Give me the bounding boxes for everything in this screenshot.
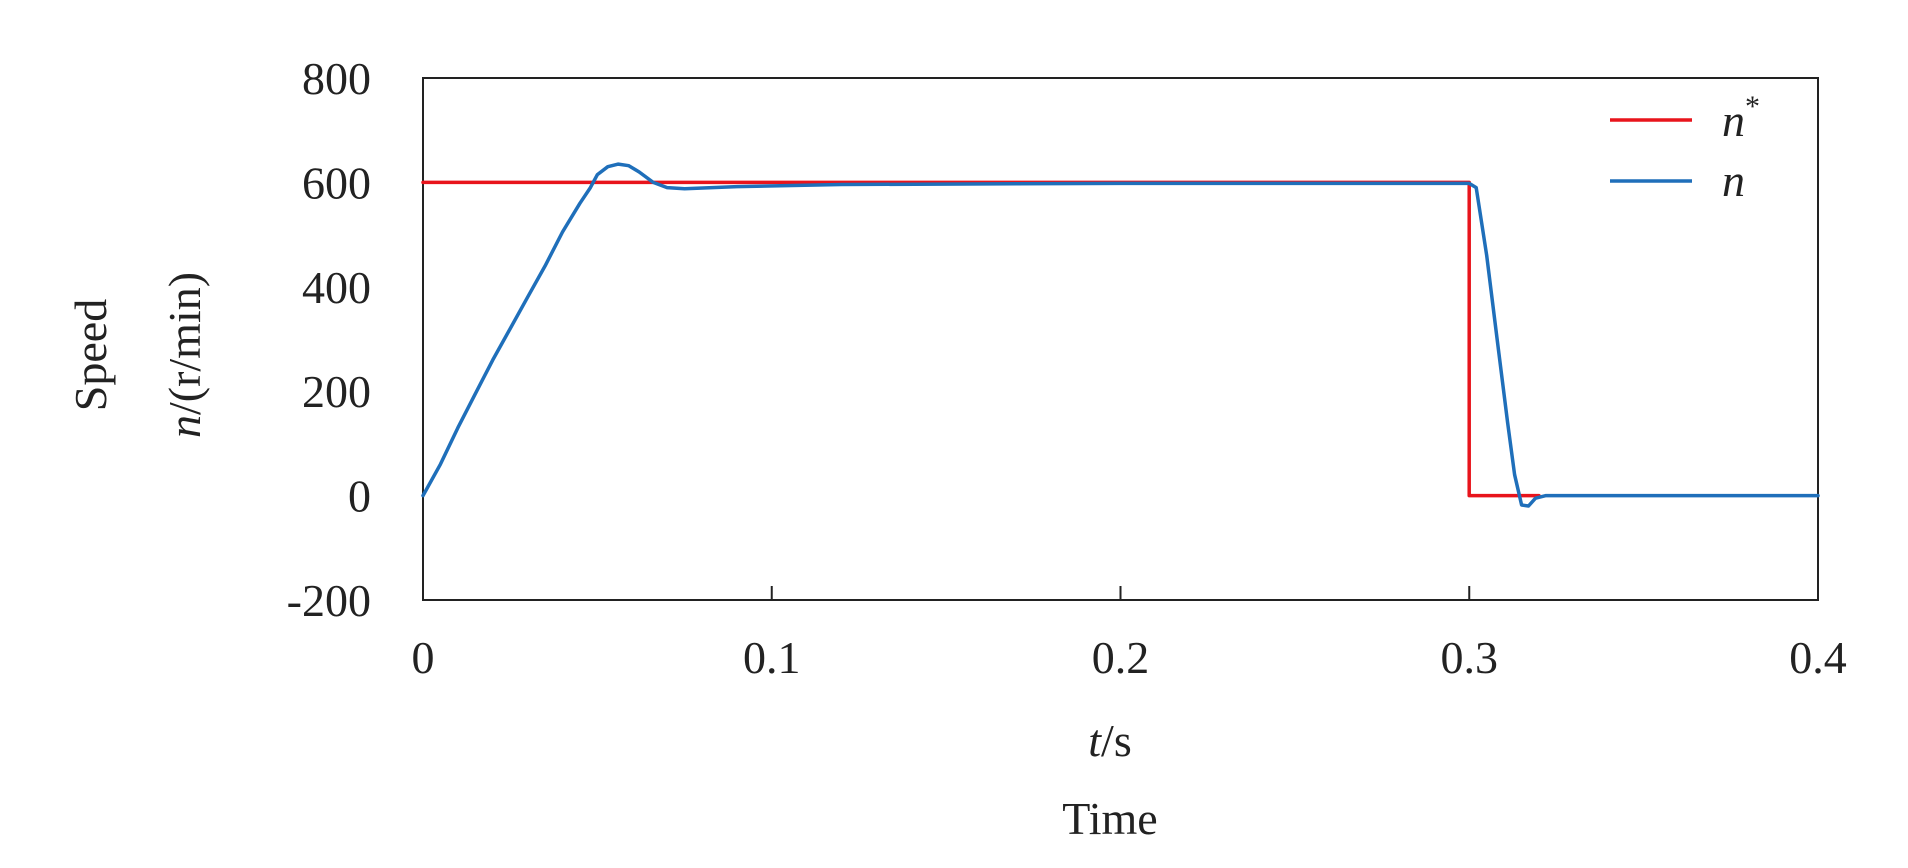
x-axis-name: Time xyxy=(1062,793,1157,844)
x-axis-title: t/s xyxy=(1088,715,1131,766)
y-axis-name: Speed xyxy=(65,299,116,411)
legend-label-reference: n* xyxy=(1722,90,1760,146)
legend-reference-name: n xyxy=(1722,95,1745,146)
y-tick-label: -200 xyxy=(287,575,371,626)
x-tick-label: 0.3 xyxy=(1441,632,1499,683)
x-axis: 0 0.1 0.2 0.3 0.4 xyxy=(412,586,1847,683)
x-axis-variable: t xyxy=(1088,715,1102,766)
y-axis-unit: /(r/min) xyxy=(159,272,210,415)
series-line-reference xyxy=(421,180,1541,498)
y-axis: 800 600 400 200 0 -200 xyxy=(287,53,371,626)
x-tick-label: 0 xyxy=(412,632,435,683)
y-tick-label: 800 xyxy=(302,53,371,104)
legend-reference-superscript: * xyxy=(1745,90,1760,123)
x-tick-label: 0.1 xyxy=(743,632,801,683)
plot-border xyxy=(422,77,1819,601)
legend: n* n xyxy=(1610,90,1760,206)
y-axis-title: Speed xyxy=(65,299,116,411)
plot-frame xyxy=(422,77,1819,601)
x-tick-label: 0.2 xyxy=(1092,632,1150,683)
y-axis-title-unit: n/(r/min) xyxy=(159,272,210,438)
y-tick-label: 600 xyxy=(302,157,371,208)
y-tick-label: 0 xyxy=(348,471,371,522)
x-axis-unit: /s xyxy=(1101,715,1132,766)
x-tick-label: 0.4 xyxy=(1789,632,1847,683)
y-axis-label: n/(r/min) xyxy=(159,272,210,438)
y-axis-variable: n xyxy=(159,415,210,438)
series-line-actual xyxy=(421,162,1820,508)
y-tick-label: 400 xyxy=(302,262,371,313)
y-tick-label: 200 xyxy=(302,366,371,417)
series-layer xyxy=(421,162,1820,508)
legend-label-actual: n xyxy=(1722,155,1745,206)
